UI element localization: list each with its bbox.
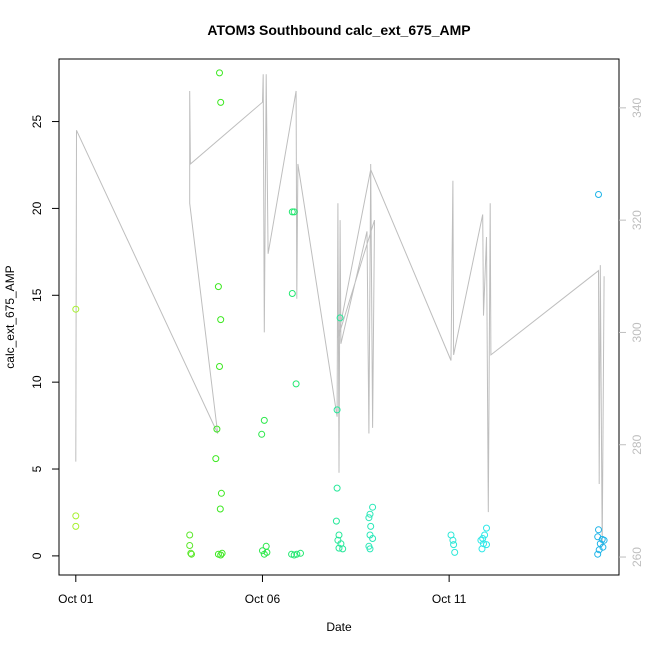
data-point — [369, 535, 377, 542]
data-point — [332, 517, 340, 525]
y-tick-label: 15 — [30, 288, 44, 302]
data-point — [483, 541, 490, 549]
data-point — [212, 455, 220, 463]
data-point — [481, 531, 489, 539]
data-point — [333, 484, 341, 492]
data-point — [595, 191, 602, 198]
data-point — [595, 546, 603, 554]
y-tick-label: 20 — [30, 201, 44, 215]
data-point — [263, 548, 271, 556]
y-tick-label: 10 — [30, 375, 44, 389]
x-axis-label: Date — [326, 620, 352, 634]
y-axis-label: calc_ext_675_AMP — [3, 265, 17, 368]
data-point — [449, 536, 457, 544]
data-point — [217, 316, 225, 324]
data-point — [217, 551, 225, 559]
data-point — [335, 544, 343, 552]
series-line — [75, 74, 605, 546]
x-axis: Oct 01 Oct 06 Oct 11 — [58, 575, 467, 606]
data-point — [259, 547, 266, 555]
data-point — [217, 489, 225, 497]
data-point — [595, 526, 602, 534]
data-point — [258, 430, 266, 438]
data-point — [479, 535, 487, 542]
chart-title: ATOM3 Southbound calc_ext_675_AMP — [207, 22, 470, 38]
data-point — [478, 545, 486, 553]
data-point — [186, 531, 194, 539]
data-point — [218, 549, 226, 557]
data-point — [292, 380, 300, 388]
y-axis-left: 0 5 10 15 20 25 — [30, 115, 59, 559]
y2-tick-label: 280 — [630, 434, 644, 454]
x-tick-label: Oct 06 — [245, 592, 281, 606]
data-point — [369, 503, 377, 511]
y-tick-label: 25 — [30, 115, 44, 129]
data-point — [293, 550, 301, 558]
data-point — [262, 542, 270, 550]
data-point — [450, 541, 458, 549]
data-point — [336, 314, 344, 322]
data-point — [72, 305, 80, 313]
data-point — [594, 533, 602, 541]
y2-tick-label: 300 — [630, 322, 644, 342]
point-series — [72, 69, 608, 559]
data-point — [288, 208, 296, 216]
y-axis-right: 260 280 300 320 340 — [619, 98, 644, 567]
data-point — [216, 505, 224, 513]
data-point — [72, 522, 80, 530]
data-point — [365, 514, 373, 522]
data-point — [290, 208, 298, 216]
data-point — [288, 290, 296, 297]
data-point — [217, 98, 225, 106]
data-point — [451, 548, 459, 556]
y2-tick-label: 320 — [630, 210, 644, 230]
data-point — [297, 549, 304, 557]
data-point — [260, 416, 268, 424]
data-point — [72, 512, 80, 520]
data-point — [366, 545, 374, 553]
right-axis-series-line — [75, 74, 605, 546]
data-point — [216, 69, 223, 77]
data-point — [187, 549, 195, 557]
y-tick-label: 5 — [30, 465, 44, 472]
x-tick-label: Oct 01 — [58, 592, 94, 606]
y2-tick-label: 260 — [630, 547, 644, 567]
data-point — [335, 531, 343, 539]
data-point — [186, 542, 194, 549]
y2-tick-label: 340 — [630, 98, 644, 118]
data-point — [213, 425, 221, 433]
data-point — [367, 522, 375, 530]
data-point — [366, 510, 374, 518]
data-point — [216, 363, 223, 370]
data-point — [339, 545, 347, 553]
data-point — [333, 406, 341, 414]
data-point — [188, 550, 195, 558]
y-tick-label: 0 — [30, 552, 44, 559]
data-point — [594, 550, 602, 558]
data-point — [483, 524, 490, 532]
data-point — [214, 283, 222, 291]
x-tick-label: Oct 11 — [432, 592, 467, 606]
plot-frame — [58, 58, 620, 576]
